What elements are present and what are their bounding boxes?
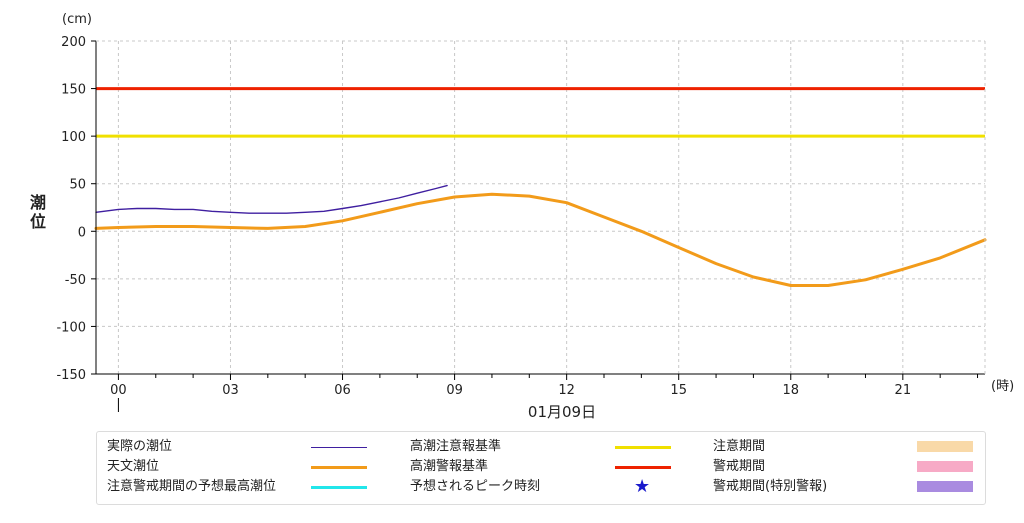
y-tick-label: -150 bbox=[56, 368, 86, 383]
legend-label-caution-period: 注意期間 bbox=[713, 439, 766, 454]
x-tick-label: 09 bbox=[446, 383, 463, 398]
y-tick-label: 200 bbox=[61, 35, 86, 50]
legend-swatch-astronomical bbox=[311, 466, 367, 469]
tide-chart: 200 150 100 50 0 -50 -100 -150 00 03 06 09 12 15 18 21 (… bbox=[30, 12, 1014, 421]
x-tick-label: 21 bbox=[895, 383, 912, 398]
legend-swatch-special-period bbox=[917, 481, 973, 492]
y-axis-title-char: 潮 bbox=[30, 193, 46, 212]
legend-label-astronomical: 天文潮位 bbox=[107, 459, 160, 474]
legend-label-actual: 実際の潮位 bbox=[107, 439, 173, 454]
legend-label-predicted-max: 注意警戒期間の予想最高潮位 bbox=[107, 479, 277, 494]
legend-label-warning-standard: 高潮警報基準 bbox=[410, 459, 489, 474]
x-tick-label: 15 bbox=[670, 383, 687, 398]
legend: 実際の潮位 天文潮位 注意警戒期間の予想最高潮位 高潮注意報基準 高潮警報基準 … bbox=[96, 431, 986, 505]
threshold-lines bbox=[96, 87, 985, 138]
x-tick-label: 18 bbox=[782, 383, 799, 398]
y-tick-label: 50 bbox=[69, 178, 86, 193]
y-axis-title-char: 位 bbox=[30, 212, 46, 231]
date-label: 01月09日 bbox=[528, 403, 596, 421]
legend-label-special-period: 警戒期間(特別警報) bbox=[713, 479, 828, 494]
legend-label-peak-time: 予想されるピーク時刻 bbox=[410, 479, 541, 494]
legend-swatch-warning-standard bbox=[615, 466, 671, 469]
y-tick-label: -50 bbox=[65, 273, 86, 288]
star-icon: ★ bbox=[634, 476, 651, 497]
y-tick-label: 100 bbox=[61, 130, 86, 145]
series-lines bbox=[94, 184, 987, 287]
legend-swatch-caution-standard bbox=[615, 446, 671, 449]
axis-labels: 200 150 100 50 0 -50 -100 -150 00 03 06 09 12 15 18 21 (… bbox=[30, 12, 1014, 421]
y-tick-label: 150 bbox=[61, 83, 86, 98]
legend-swatch-warning-period bbox=[917, 461, 973, 472]
legend-label-warning-period: 警戒期間 bbox=[713, 459, 766, 474]
y-tick-label: -100 bbox=[56, 320, 86, 335]
axes bbox=[91, 40, 986, 412]
x-tick-label: 06 bbox=[334, 383, 351, 398]
legend-swatch-caution-period bbox=[917, 441, 973, 452]
legend-label-caution-standard: 高潮注意報基準 bbox=[410, 439, 502, 454]
x-tick-label: 12 bbox=[558, 383, 575, 398]
legend-swatch-actual bbox=[311, 447, 367, 448]
legend-swatch-predicted-max bbox=[311, 486, 367, 489]
grid bbox=[96, 41, 985, 374]
y-unit-label: (cm) bbox=[62, 12, 92, 27]
series-line bbox=[94, 192, 987, 287]
x-tick-label: 00 bbox=[110, 383, 127, 398]
x-tick-label: 03 bbox=[222, 383, 239, 398]
series-line bbox=[95, 184, 448, 214]
y-tick-label: 0 bbox=[78, 225, 86, 240]
x-unit-label: (時) bbox=[991, 379, 1014, 394]
